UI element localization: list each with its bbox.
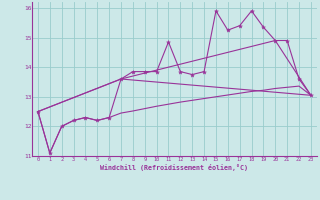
X-axis label: Windchill (Refroidissement éolien,°C): Windchill (Refroidissement éolien,°C) (100, 164, 248, 171)
